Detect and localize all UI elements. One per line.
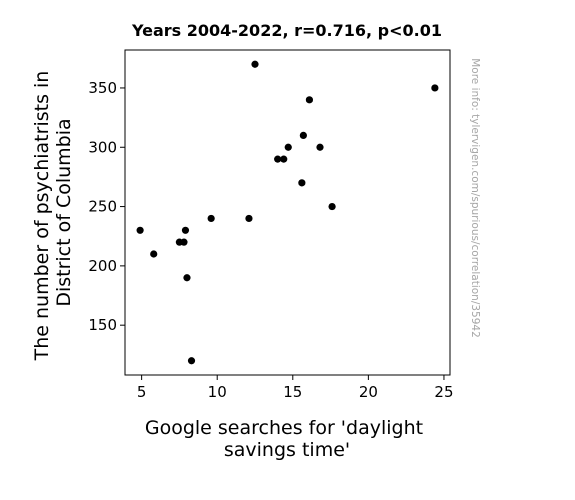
source-note: More info: tylervigen.com/spurious/corre…: [469, 58, 481, 338]
x-tick-label: 15: [283, 383, 302, 401]
y-tick-label: 250: [88, 198, 117, 216]
data-point: [284, 143, 292, 151]
data-point: [207, 214, 215, 223]
data-point: [316, 143, 324, 151]
data-point: [245, 214, 253, 223]
x-tick-label: 25: [434, 383, 453, 401]
data-point: [180, 238, 188, 246]
x-axis-label-line-1: Google searches for 'daylight: [145, 417, 423, 439]
data-point: [251, 60, 259, 68]
data-point: [298, 179, 306, 187]
data-point: [431, 84, 439, 92]
data-point: [274, 155, 282, 163]
data-point: [305, 96, 314, 104]
y-axis-label-line-1: The number of psychiatrists in: [31, 71, 53, 362]
y-tick-label: 300: [88, 138, 117, 156]
data-point: [187, 357, 196, 365]
data-point: [328, 202, 336, 211]
data-point: [150, 250, 158, 258]
data-points: [136, 60, 439, 365]
data-point: [136, 226, 144, 234]
y-tick-label: 200: [88, 257, 117, 275]
plot-area: [124, 49, 451, 376]
chart-title: Years 2004-2022, r=0.716, p<0.01: [131, 21, 442, 40]
x-tick-label: 5: [137, 383, 147, 401]
plot-frame: [124, 49, 451, 376]
x-axis: 5 10 15 20 25: [137, 375, 454, 401]
data-point: [299, 131, 307, 140]
x-tick-label: 20: [359, 383, 378, 401]
x-tick-label: 10: [208, 383, 227, 401]
data-point: [183, 274, 191, 282]
y-tick-label: 350: [88, 79, 117, 97]
data-point: [280, 155, 288, 163]
data-point: [181, 226, 190, 234]
y-axis-label-line-2: District of Columbia: [53, 118, 75, 306]
x-axis-label-line-2: savings time': [224, 439, 350, 461]
y-axis-label: The number of psychiatrists in District …: [31, 65, 75, 362]
x-axis-label: Google searches for 'daylight savings ti…: [145, 417, 429, 461]
y-axis: 150 200 250 300 350: [88, 79, 125, 334]
y-tick-label: 150: [88, 316, 117, 334]
